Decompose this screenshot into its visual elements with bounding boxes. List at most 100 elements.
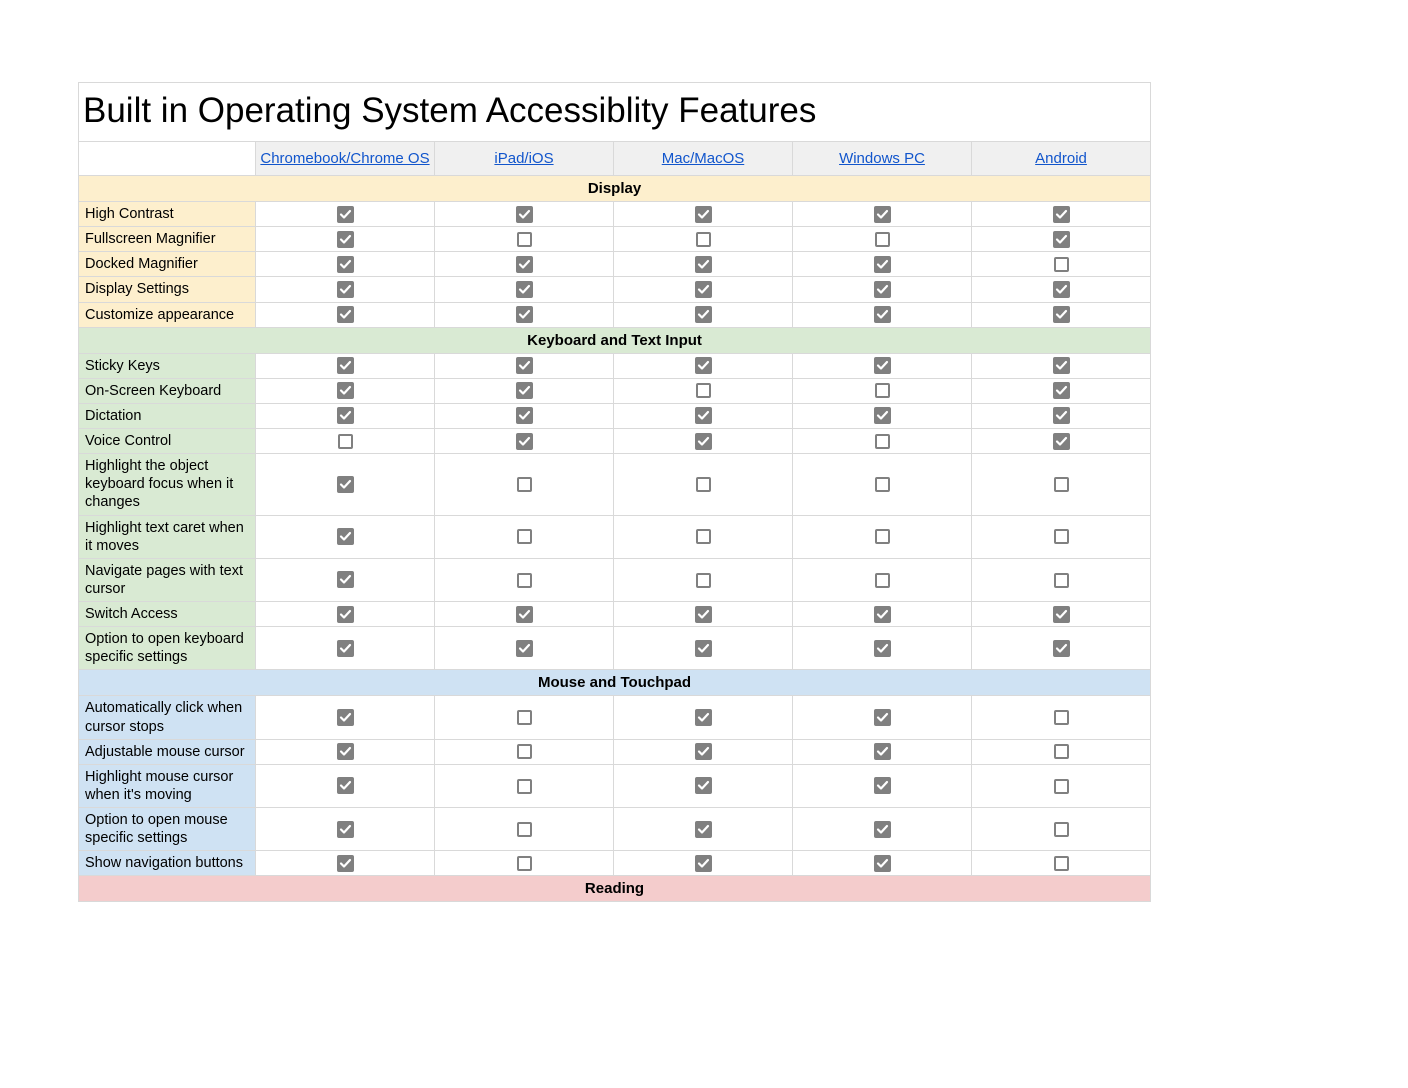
feature-cell [972, 429, 1151, 454]
checkbox-checked-icon [337, 382, 354, 399]
feature-cell [435, 602, 614, 627]
feature-row: Docked Magnifier [79, 252, 1151, 277]
feature-cell [256, 627, 435, 670]
feature-cell [256, 277, 435, 302]
feature-cell [256, 851, 435, 876]
feature-cell [256, 227, 435, 252]
checkbox-checked-icon [337, 855, 354, 872]
checkbox-checked-icon [516, 357, 533, 374]
feature-cell [435, 808, 614, 851]
os-link[interactable]: Windows PC [839, 150, 925, 167]
feature-label: Navigate pages with text cursor [79, 558, 256, 601]
checkbox-checked-icon [337, 709, 354, 726]
feature-row: Dictation [79, 403, 1151, 428]
feature-cell [256, 739, 435, 764]
feature-cell [614, 454, 793, 515]
feature-cell [793, 378, 972, 403]
feature-label: Switch Access [79, 602, 256, 627]
checkbox-unchecked-icon [1054, 529, 1069, 544]
checkbox-checked-icon [695, 433, 712, 450]
feature-cell [614, 808, 793, 851]
checkbox-unchecked-icon [1054, 744, 1069, 759]
checkbox-checked-icon [874, 709, 891, 726]
accessibility-features-table: Built in Operating System Accessiblity F… [78, 82, 1151, 902]
feature-cell [793, 403, 972, 428]
checkbox-unchecked-icon [517, 779, 532, 794]
checkbox-unchecked-icon [875, 477, 890, 492]
feature-cell [793, 764, 972, 807]
checkbox-checked-icon [695, 777, 712, 794]
os-link[interactable]: iPad/iOS [494, 150, 553, 167]
checkbox-checked-icon [337, 571, 354, 588]
checkbox-checked-icon [516, 206, 533, 223]
checkbox-checked-icon [874, 206, 891, 223]
feature-cell [793, 353, 972, 378]
feature-cell [972, 851, 1151, 876]
feature-cell [435, 378, 614, 403]
column-header: Mac/MacOS [614, 142, 793, 176]
feature-row: Show navigation buttons [79, 851, 1151, 876]
feature-cell [435, 739, 614, 764]
feature-cell [614, 403, 793, 428]
checkbox-checked-icon [874, 855, 891, 872]
feature-cell [256, 764, 435, 807]
checkbox-checked-icon [874, 357, 891, 374]
feature-cell [614, 252, 793, 277]
feature-row: Highlight text caret when it moves [79, 515, 1151, 558]
feature-cell [972, 558, 1151, 601]
checkbox-checked-icon [516, 407, 533, 424]
feature-row: Highlight mouse cursor when it's moving [79, 764, 1151, 807]
feature-cell [435, 515, 614, 558]
os-link[interactable]: Mac/MacOS [662, 150, 745, 167]
feature-cell [614, 515, 793, 558]
checkbox-checked-icon [1053, 206, 1070, 223]
feature-cell [793, 515, 972, 558]
checkbox-checked-icon [337, 476, 354, 493]
feature-cell [435, 454, 614, 515]
feature-row: Option to open keyboard specific setting… [79, 627, 1151, 670]
feature-cell [793, 252, 972, 277]
os-link[interactable]: Chromebook/Chrome OS [260, 150, 429, 167]
checkbox-checked-icon [1053, 281, 1070, 298]
checkbox-checked-icon [516, 256, 533, 273]
checkbox-checked-icon [337, 306, 354, 323]
section-header-row: Keyboard and Text Input [79, 327, 1151, 353]
checkbox-unchecked-icon [696, 232, 711, 247]
feature-cell [614, 851, 793, 876]
checkbox-unchecked-icon [875, 434, 890, 449]
feature-cell [972, 378, 1151, 403]
feature-cell [972, 403, 1151, 428]
feature-cell [972, 764, 1151, 807]
os-link[interactable]: Android [1035, 150, 1087, 167]
checkbox-unchecked-icon [696, 573, 711, 588]
checkbox-unchecked-icon [875, 383, 890, 398]
feature-label: Highlight the object keyboard focus when… [79, 454, 256, 515]
feature-cell [256, 454, 435, 515]
feature-cell [972, 808, 1151, 851]
feature-label: Voice Control [79, 429, 256, 454]
feature-row: Navigate pages with text cursor [79, 558, 1151, 601]
checkbox-unchecked-icon [517, 710, 532, 725]
checkbox-unchecked-icon [517, 744, 532, 759]
checkbox-unchecked-icon [696, 477, 711, 492]
checkbox-checked-icon [337, 777, 354, 794]
checkbox-unchecked-icon [1054, 822, 1069, 837]
feature-cell [435, 558, 614, 601]
checkbox-checked-icon [516, 433, 533, 450]
feature-cell [972, 202, 1151, 227]
feature-cell [793, 558, 972, 601]
feature-cell [614, 627, 793, 670]
feature-label: Automatically click when cursor stops [79, 696, 256, 739]
feature-cell [972, 454, 1151, 515]
feature-cell [256, 429, 435, 454]
feature-cell [435, 302, 614, 327]
checkbox-unchecked-icon [696, 529, 711, 544]
feature-cell [793, 227, 972, 252]
checkbox-unchecked-icon [875, 529, 890, 544]
checkbox-checked-icon [337, 743, 354, 760]
feature-cell [256, 202, 435, 227]
feature-cell [435, 627, 614, 670]
section-header: Display [79, 176, 1151, 202]
feature-row: Switch Access [79, 602, 1151, 627]
checkbox-unchecked-icon [517, 232, 532, 247]
